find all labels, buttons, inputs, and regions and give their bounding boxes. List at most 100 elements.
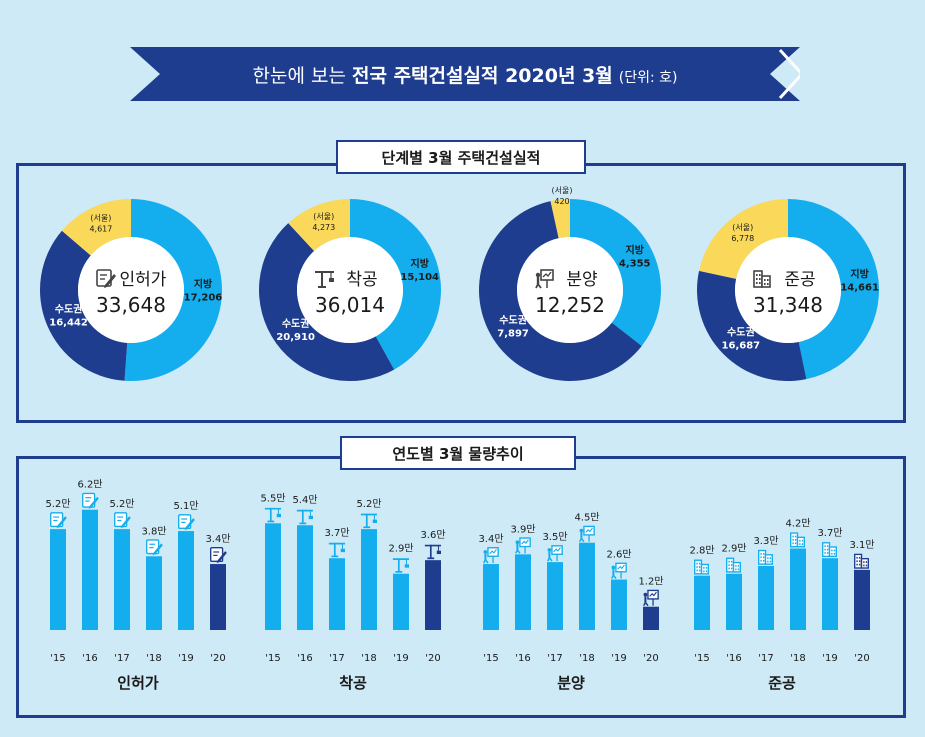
building-icon-window	[792, 539, 794, 541]
crane-icon	[315, 271, 334, 288]
building-icon-window	[865, 561, 868, 563]
presentation-icon-leg	[644, 601, 649, 607]
building-icon	[790, 532, 805, 548]
permit-icon	[50, 512, 67, 529]
bar-value-label: 3.5만	[542, 531, 567, 543]
bar-value-label: 5.2만	[109, 498, 134, 510]
crane-icon-load	[308, 515, 313, 520]
stage-panel-title: 단계별 3월 주택건설실적	[336, 140, 586, 174]
building-icon-window	[794, 535, 797, 538]
presentation-icon	[535, 269, 554, 289]
building-icon-window	[831, 549, 833, 552]
building-icon	[854, 553, 869, 569]
presentation-icon	[579, 525, 595, 543]
donut-slice-regional	[570, 199, 661, 346]
crane-icon	[392, 558, 410, 573]
building-icon-window	[794, 542, 797, 545]
building-icon-block	[764, 554, 773, 565]
building-icon-window	[735, 565, 737, 567]
banner-title-prefix: 한눈에 보는	[253, 65, 352, 87]
building-icon-window	[856, 563, 858, 566]
building-icon-window	[735, 568, 737, 571]
crane-icon-load	[340, 548, 345, 553]
bar	[178, 531, 194, 630]
building-icon-window	[762, 553, 765, 555]
building-icon-window	[698, 569, 701, 572]
bar	[425, 560, 441, 630]
permit-icon	[178, 514, 195, 531]
bar-year-label: '18	[790, 653, 805, 664]
donut-capital-label: 수도권	[727, 327, 755, 339]
bar-year-label: '20	[643, 653, 658, 664]
banner-shape	[130, 47, 800, 101]
bar-value-label: 4.5만	[574, 512, 599, 524]
crane-icon-load	[372, 519, 377, 524]
donut-slice-capital	[697, 270, 807, 381]
permit-icon-pen	[152, 543, 163, 556]
building-icon-window	[764, 283, 766, 285]
donut-slice-seoul	[699, 199, 788, 279]
presentation-icon-leg	[537, 283, 542, 289]
bar-year-label: '17	[547, 653, 562, 664]
presentation-icon-leg	[484, 559, 489, 564]
bar-year-label: '20	[210, 653, 225, 664]
bar-year-label: '20	[854, 653, 869, 664]
donut-chart-2: 착공 36,014 지방 15,104 수도권 20,910 (서울) 4,273	[258, 199, 441, 382]
bar-year-label: '19	[611, 653, 626, 664]
building-icon-window	[801, 543, 804, 545]
building-icon-block	[700, 563, 709, 575]
bar	[210, 564, 226, 630]
presentation-icon	[643, 589, 659, 607]
banner-edge	[778, 48, 800, 100]
bar-value-label: 3.8만	[141, 525, 166, 537]
building-icon-window	[856, 556, 858, 559]
presentation-icon-graph	[489, 549, 497, 555]
presentation-icon	[483, 547, 499, 564]
building-icon-window	[762, 559, 765, 562]
bar-year-label: '19	[822, 653, 837, 664]
building-icon-window	[760, 556, 762, 559]
building-icon	[694, 559, 709, 575]
presentation-icon-head	[611, 565, 616, 570]
building-icon-window	[756, 278, 758, 280]
donut-capital-label: 수도권	[282, 318, 310, 330]
svg-text:한눈에 보는 전국 주택건설실적 2020년 3월(단위:: 한눈에 보는 전국 주택건설실적 2020년 3월 (단위: 호)	[253, 65, 678, 87]
donut-seoul-label: (서울)	[90, 214, 111, 223]
building-icon-window	[767, 560, 769, 563]
building-icon-tower	[758, 549, 767, 565]
building-icon-window	[826, 548, 829, 551]
building-icon-window	[728, 567, 730, 570]
trend-panel-title: 연도별 3월 물량추이	[340, 436, 576, 470]
donut-hole	[78, 237, 184, 343]
bar-value-label: 1.2만	[638, 576, 663, 588]
donut-total-value: 33,648	[96, 293, 166, 317]
presentation-icon-head	[483, 550, 488, 554]
building-icon-window	[759, 282, 761, 284]
building-icon	[726, 557, 741, 573]
bar-year-label: '20	[425, 653, 440, 664]
building-icon-window	[858, 556, 861, 559]
donut-stage-label: 분양	[566, 270, 597, 290]
bar-chart-2: 5.5만 '15 5.4만 '16 3.7만 '17 5.2만 '18 2.9만 '19 3.6만 '…	[260, 492, 445, 692]
permit-icon	[96, 269, 116, 288]
presentation-icon-graph	[585, 527, 593, 533]
bar-chart-title: 준공	[768, 674, 796, 692]
donut-slice-seoul	[288, 199, 350, 252]
presentation-icon	[611, 562, 627, 580]
bar	[82, 509, 98, 630]
bar	[146, 556, 162, 630]
building-icon-window	[858, 560, 861, 563]
bar-year-label: '15	[265, 653, 280, 664]
permit-icon-pen	[104, 274, 116, 288]
crane-icon	[264, 507, 282, 523]
banner-unit: (단위: 호)	[619, 70, 678, 86]
building-icon-block	[761, 275, 771, 288]
building-icon-window	[696, 566, 698, 568]
bar-year-label: '19	[393, 653, 408, 664]
building-icon-window	[826, 545, 829, 548]
building-icon-window	[856, 560, 858, 563]
donut-capital-value: 16,687	[722, 341, 761, 352]
building-icon-tower	[822, 542, 831, 558]
presentation-icon	[515, 537, 531, 554]
bar-value-label: 5.2만	[356, 498, 381, 510]
